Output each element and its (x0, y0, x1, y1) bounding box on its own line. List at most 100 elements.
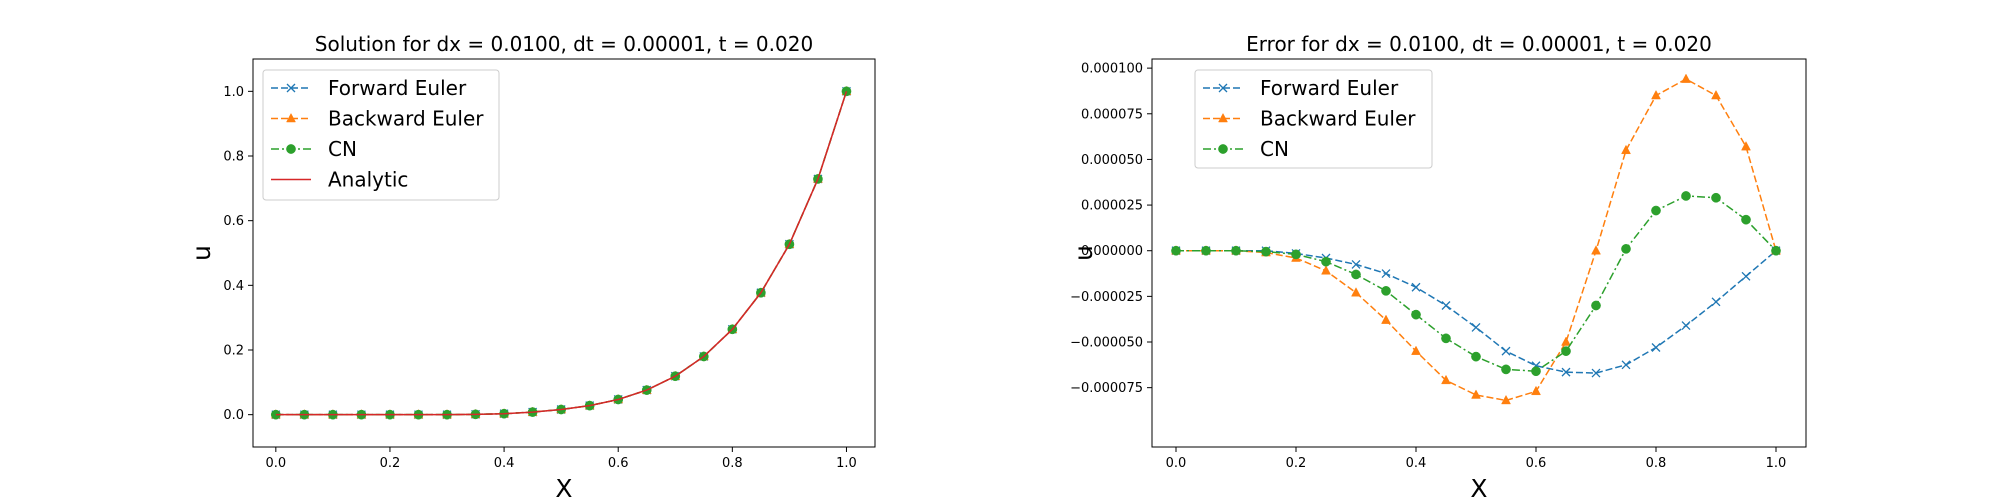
series-line-forward-euler (1176, 249, 1777, 374)
y-tick-label: 0.2 (223, 344, 244, 359)
y-axis-label: u (1069, 245, 1098, 261)
data-point-cn (1771, 245, 1781, 256)
legend-item-analytic: Analytic (271, 168, 408, 192)
y-tick-label: 0.000075 (1081, 107, 1143, 122)
data-point-forward-euler (1441, 301, 1451, 310)
y-tick-label: 0.000025 (1081, 199, 1143, 214)
legend: Forward Euler Backward Euler CN (1194, 69, 1433, 169)
data-point-backward-euler (1681, 73, 1691, 83)
legend-label-forward-euler: Forward Euler (1260, 76, 1399, 100)
x-tick-label: 0.0 (1166, 456, 1187, 471)
data-point-cn (1501, 364, 1511, 375)
data-point-forward-euler (1411, 282, 1421, 292)
plot-frame (252, 58, 876, 448)
data-point-cn (1321, 256, 1331, 267)
x-tick-label: 1.0 (836, 456, 857, 471)
data-point-backward-euler (1711, 89, 1721, 100)
x-axis-label: X (1470, 474, 1487, 500)
x-axis-label: X (555, 474, 572, 500)
y-tick-label: 0.000050 (1081, 153, 1143, 168)
legend: Forward Euler Backward Euler CN Analytic (262, 69, 500, 201)
data-point-backward-euler (1561, 336, 1571, 346)
legend-item-backward-euler: Backward Euler (271, 107, 484, 131)
legend-label-cn: CN (1260, 137, 1289, 161)
series-analytic (275, 91, 848, 416)
legend-marker-forward-euler (1218, 83, 1228, 93)
data-point-forward-euler (1621, 360, 1631, 370)
data-point-cn (1261, 246, 1271, 257)
data-point-backward-euler (1411, 345, 1421, 355)
data-point-cn (1351, 269, 1361, 280)
legend-label-forward-euler: Forward Euler (328, 76, 467, 100)
y-tick-label: 0.6 (223, 214, 244, 229)
data-point-cn (1471, 351, 1481, 362)
data-point-cn (1531, 366, 1541, 377)
legend-item-cn: CN (271, 137, 357, 161)
legend-box (262, 69, 500, 201)
data-point-forward-euler (1351, 259, 1361, 269)
x-tick-label: 0.8 (1646, 456, 1667, 471)
data-point-backward-euler (1381, 314, 1391, 324)
data-point-backward-euler (1441, 374, 1451, 385)
data-point-forward-euler (1561, 367, 1571, 377)
data-point-forward-euler (1651, 343, 1661, 352)
data-point-backward-euler (1591, 245, 1601, 255)
data-point-forward-euler (1501, 346, 1511, 356)
legend-item-backward-euler: Backward Euler (1203, 107, 1416, 131)
x-tick-label: 0.4 (494, 456, 515, 471)
chart-title: Error for dx = 0.0100, dt = 0.00001, t =… (1246, 32, 1712, 56)
chart-title: Solution for dx = 0.0100, dt = 0.00001, … (315, 32, 813, 56)
y-axis-label: u (187, 245, 216, 261)
y-tick-label: −0.000025 (1070, 290, 1143, 305)
series-line-backward-euler (1176, 78, 1777, 402)
data-point-cn (1381, 286, 1391, 296)
legend-marker-forward-euler (286, 83, 296, 93)
data-point-cn (1411, 309, 1421, 320)
x-tick-label: 0.6 (608, 456, 629, 471)
data-point-forward-euler (1591, 368, 1601, 378)
legend-item-forward-euler: Forward Euler (1203, 76, 1399, 100)
plot-area (270, 85, 852, 420)
data-point-cn (1621, 244, 1631, 254)
y-tick-label: 0.0 (223, 408, 244, 423)
data-point-cn (1651, 205, 1661, 216)
y-tick-label: 0.8 (223, 150, 244, 165)
data-point-cn (1711, 192, 1721, 203)
data-point-cn (1441, 333, 1451, 344)
data-point-backward-euler (1531, 385, 1541, 396)
data-point-cn (1741, 214, 1751, 225)
y-tick-label: 1.0 (223, 85, 244, 100)
data-point-backward-euler (1321, 265, 1331, 275)
data-point-backward-euler (1651, 89, 1661, 100)
y-tick-label: 0.4 (223, 279, 244, 294)
y-tick-label: −0.000075 (1070, 381, 1143, 396)
x-tick-label: 0.4 (1406, 456, 1427, 471)
error-chart: Error for dx = 0.0100, dt = 0.00001, t =… (1069, 32, 1807, 503)
legend-item-cn: CN (1203, 137, 1289, 161)
data-point-cn (1171, 245, 1181, 256)
data-point-backward-euler (1741, 141, 1751, 151)
legend-label-cn: CN (328, 137, 357, 161)
data-point-forward-euler (1711, 297, 1721, 307)
legend-label-backward-euler: Backward Euler (1260, 107, 1416, 131)
legend-label-backward-euler: Backward Euler (328, 107, 484, 131)
plot-area (1171, 73, 1781, 405)
data-point-cn (1291, 249, 1301, 260)
x-tick-label: 0.0 (265, 456, 286, 471)
data-point-backward-euler (1501, 394, 1511, 405)
data-point-forward-euler (1681, 321, 1691, 331)
data-point-forward-euler (1381, 269, 1391, 279)
data-point-cn (1681, 191, 1691, 201)
legend-box (1194, 69, 1433, 169)
legend-item-forward-euler: Forward Euler (271, 76, 467, 100)
series-line-analytic (275, 91, 848, 416)
x-tick-label: 1.0 (1766, 456, 1787, 471)
data-point-forward-euler (1471, 322, 1481, 332)
data-point-backward-euler (1621, 144, 1631, 155)
data-point-backward-euler (1471, 389, 1481, 399)
series-line-cn (1176, 195, 1777, 372)
series-cn (1171, 191, 1781, 377)
data-point-backward-euler (1351, 287, 1361, 297)
